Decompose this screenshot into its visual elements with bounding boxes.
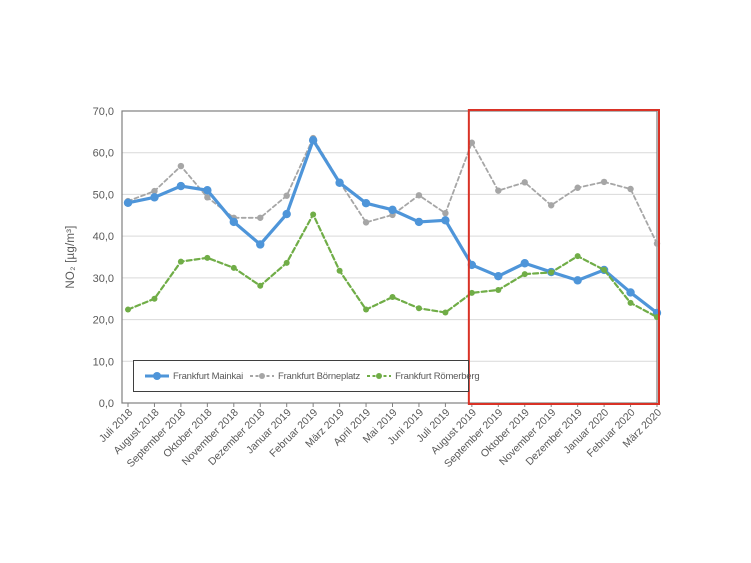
- series-2-point-1: [151, 295, 158, 302]
- series-2-point-17: [574, 253, 581, 260]
- series-2-point-12: [442, 309, 449, 316]
- series-line-0: [126, 138, 659, 315]
- series-2-point-18: [601, 266, 608, 273]
- series-0-point-19: [626, 288, 635, 297]
- series-2-point-19: [627, 299, 634, 306]
- series-0-point-4: [229, 217, 238, 227]
- series-2-point-3: [204, 254, 211, 261]
- y-tick-label: 60,0: [93, 148, 114, 160]
- series-0-point-11: [414, 217, 424, 227]
- series-2-point-9: [363, 306, 370, 313]
- series-0-point-17: [573, 276, 582, 285]
- y-tick-label: 20,0: [93, 315, 114, 327]
- y-tick-label: 70,0: [93, 106, 114, 118]
- legend-entry-boerneplatz: Frankfurt Börneplatz: [249, 371, 360, 382]
- series-0-point-1: [150, 193, 159, 202]
- series-0-point-0: [123, 198, 133, 207]
- series-0-point-3: [203, 186, 212, 195]
- series-1-point-1: [151, 187, 158, 195]
- series-0-point-6: [282, 209, 291, 219]
- series-line-2: [126, 213, 659, 319]
- series-1-point-6: [283, 192, 290, 199]
- series-1-point-16: [548, 202, 555, 209]
- series-2-point-0: [125, 306, 131, 313]
- series-1-point-12: [442, 210, 449, 217]
- legend-label-roemerberg: Frankfurt Römerberg: [395, 370, 480, 382]
- series-1-point-3: [204, 194, 211, 201]
- series-2-point-8: [336, 267, 343, 274]
- legend-label-mainkai: Frankfurt Mainkai: [173, 370, 243, 382]
- series-0-point-2: [176, 181, 186, 191]
- legend-entry-roemerberg: Frankfurt Römerberg: [366, 370, 480, 382]
- series-0-point-12: [441, 216, 450, 225]
- legend: Frankfurt Mainkai Frankfurt Börneplatz F…: [133, 360, 480, 392]
- series-1-point-9: [362, 219, 370, 226]
- roemerberg-line-sample: [367, 373, 392, 379]
- series-0-point-14: [494, 271, 503, 281]
- series-0-point-9: [361, 198, 371, 208]
- series-0-point-5: [256, 240, 265, 249]
- y-tick-label: 0,0: [99, 398, 114, 410]
- series-2-point-11: [415, 305, 422, 312]
- series-1-point-17: [574, 184, 581, 191]
- legend-label-boerneplatz: Frankfurt Börneplatz: [277, 370, 361, 382]
- y-axis-title: NO₂ [µg/m³]: [65, 225, 77, 289]
- y-tick-label: 50,0: [93, 189, 114, 201]
- series-0-point-8: [335, 178, 344, 187]
- series-0-point-7: [308, 136, 318, 145]
- series-1-point-11: [415, 192, 423, 199]
- series-1-point-15: [521, 179, 528, 186]
- series-1-point-2: [177, 162, 185, 170]
- series-0-point-10: [388, 205, 397, 215]
- series-line-1: [127, 137, 658, 245]
- series-2-point-5: [257, 282, 264, 289]
- y-tick-label: 10,0: [93, 356, 114, 368]
- boerneplatz-line-sample: [249, 373, 274, 379]
- series-1-point-13: [468, 139, 476, 146]
- mainkai-line-sample: [145, 372, 169, 380]
- series-1-point-18: [600, 178, 608, 186]
- series-2-point-14: [495, 286, 502, 293]
- series-2-point-6: [283, 259, 290, 266]
- plot-border: [121, 110, 658, 404]
- series-2-point-15: [521, 271, 528, 278]
- series-0-point-15: [520, 259, 529, 268]
- y-tick-label: 40,0: [93, 231, 114, 243]
- legend-entry-mainkai: Frankfurt Mainkai: [144, 371, 243, 382]
- highlight-region-box: [467, 109, 660, 405]
- series-1-point-5: [257, 214, 264, 221]
- series-2-point-2: [177, 258, 184, 265]
- series-2-point-13: [468, 289, 475, 296]
- series-2-point-10: [389, 294, 396, 301]
- series-2-point-4: [230, 264, 237, 271]
- series-1-point-19: [627, 185, 634, 193]
- y-tick-label: 30,0: [93, 273, 114, 285]
- series-2-point-16: [548, 269, 555, 276]
- series-1-point-14: [495, 187, 502, 194]
- series-2-point-7: [310, 211, 317, 218]
